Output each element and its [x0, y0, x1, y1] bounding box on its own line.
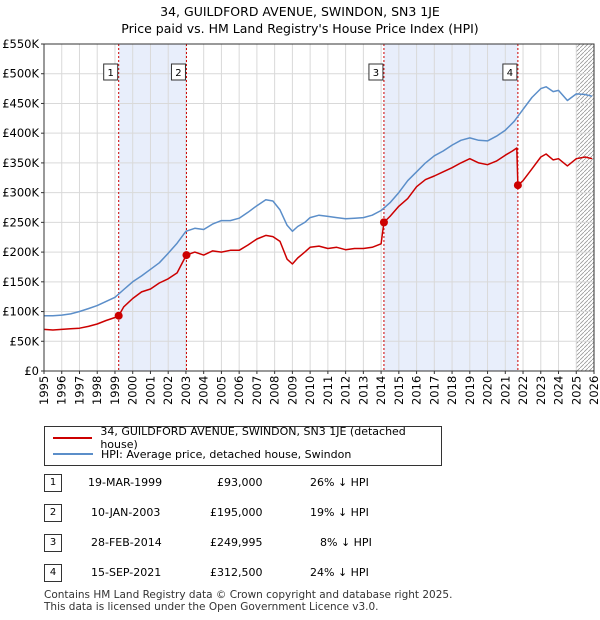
sale-point: [114, 311, 123, 320]
y-tick-label: £500K: [2, 67, 39, 81]
x-tick-label: 2015: [392, 376, 406, 405]
sale-hpi-diff: 19% ↓ HPI: [310, 506, 369, 519]
x-tick-label: 1996: [55, 376, 69, 405]
x-tick-label: 2025: [569, 376, 583, 405]
chart-title: 34, GUILDFORD AVENUE, SWINDON, SN3 1JE: [160, 4, 440, 19]
x-tick-label: 2011: [321, 376, 335, 405]
legend-swatch-property: [53, 437, 93, 439]
sale-number: 3: [44, 534, 62, 552]
x-tick-label: 2004: [197, 376, 211, 405]
sale-row: 1 19-MAR-1999 £93,000 26% ↓ HPI: [44, 474, 404, 492]
x-tick-label: 2008: [268, 376, 282, 405]
sale-marker-box: [170, 63, 186, 81]
sale-marker-label: 1: [108, 68, 114, 79]
y-tick-label: £50K: [10, 334, 40, 348]
sale-point: [379, 218, 388, 227]
x-tick-label: 2005: [214, 376, 228, 405]
sale-hpi-diff: 24% ↓ HPI: [310, 566, 369, 579]
x-tick-label: 2024: [552, 376, 566, 405]
x-tick-label: 2017: [427, 376, 441, 405]
footer-copyright: Contains HM Land Registry data © Crown c…: [44, 589, 453, 601]
y-tick-label: £550K: [2, 37, 39, 51]
y-tick-label: £350K: [2, 156, 39, 170]
y-tick-label: £250K: [2, 215, 39, 229]
x-tick-label: 2003: [179, 376, 193, 405]
x-tick-label: 2016: [410, 376, 424, 405]
x-tick-label: 2022: [516, 376, 530, 405]
shaded-period: [383, 44, 518, 371]
sale-number: 2: [44, 504, 62, 522]
footer: Contains HM Land Registry data © Crown c…: [44, 589, 452, 613]
sale-number: 1: [44, 474, 62, 492]
x-tick-label: 2010: [303, 376, 317, 405]
sale-marker-box: [103, 63, 119, 81]
x-tick-label: 1998: [90, 376, 104, 405]
x-tick-label: 2020: [481, 376, 495, 405]
sale-marker-box: [368, 63, 384, 81]
x-tick-label: 1997: [72, 376, 86, 405]
y-tick-label: £400K: [2, 126, 39, 140]
x-tick-label: 2021: [498, 376, 512, 405]
sale-number: 4: [44, 564, 62, 582]
y-tick-label: £150K: [2, 275, 39, 289]
y-tick-label: £0: [24, 364, 39, 378]
legend-swatch-hpi: [53, 453, 93, 455]
property-price-line: [43, 147, 593, 331]
x-tick-label: 2013: [356, 376, 370, 405]
x-tick-label: 2018: [445, 376, 459, 405]
sale-row: 4 15-SEP-2021 £312,500 24% ↓ HPI: [44, 564, 404, 582]
legend-item-hpi: HPI: Average price, detached house, Swin…: [53, 446, 351, 462]
sale-date: 10-JAN-2003: [91, 506, 161, 519]
x-tick-label: 2012: [339, 376, 353, 405]
hpi-line: [44, 86, 593, 317]
sale-marker-box: [502, 63, 518, 81]
x-tick-label: 1999: [108, 376, 122, 405]
x-tick-label: 2001: [143, 376, 157, 405]
price-chart: 1 2 3 4 £0 £50K £100K £150K £200K £250K £300K £350…: [2, 37, 600, 405]
legend-item-property: 34, GUILDFORD AVENUE, SWINDON, SN3 1JE (…: [53, 425, 441, 451]
x-tick-label: 2007: [250, 376, 264, 405]
sale-marker-label: 3: [373, 68, 379, 79]
y-tick-label: £450K: [2, 96, 39, 110]
x-tick-label: 2002: [161, 376, 175, 405]
shaded-period: [118, 44, 187, 371]
footer-licence: This data is licensed under the Open Gov…: [44, 601, 379, 613]
x-tick-label: 2000: [126, 376, 140, 405]
x-tick-label: 2009: [285, 376, 299, 405]
x-tick-label: 1995: [37, 376, 51, 405]
sale-date: 28-FEB-2014: [91, 536, 162, 549]
sale-date: 19-MAR-1999: [88, 476, 163, 489]
x-tick-label: 2006: [232, 376, 246, 405]
legend-label-hpi: HPI: Average price, detached house, Swin…: [101, 447, 352, 461]
sale-hpi-diff: 26% ↓ HPI: [310, 476, 369, 489]
legend-label-property: 34, GUILDFORD AVENUE, SWINDON, SN3 1JE (…: [100, 425, 406, 451]
sale-point: [182, 251, 191, 260]
y-tick-label: £300K: [2, 186, 39, 200]
y-tick-label: £200K: [2, 245, 39, 259]
plot-frame: [43, 43, 595, 372]
forecast-hatch: [576, 44, 594, 371]
sale-price: £312,500: [210, 566, 263, 579]
sale-marker-label: 2: [175, 68, 181, 79]
sale-price: £93,000: [217, 476, 263, 489]
sale-date: 15-SEP-2021: [91, 566, 162, 579]
x-tick-label: 2019: [463, 376, 477, 405]
sale-marker-label: 4: [507, 68, 513, 79]
sale-row: 2 10-JAN-2003 £195,000 19% ↓ HPI: [44, 504, 404, 522]
y-tick-label: £100K: [2, 305, 39, 319]
sale-price: £195,000: [210, 506, 263, 519]
x-tick-label: 2023: [534, 376, 548, 405]
sale-row: 3 28-FEB-2014 £249,995 8% ↓ HPI: [44, 534, 404, 552]
sale-hpi-diff: 8% ↓ HPI: [320, 536, 372, 549]
sale-point: [513, 181, 522, 190]
legend: 34, GUILDFORD AVENUE, SWINDON, SN3 1JE (…: [44, 425, 442, 466]
sale-price: £249,995: [210, 536, 263, 549]
x-tick-label: 2014: [374, 376, 388, 405]
chart-subtitle: Price paid vs. HM Land Registry's House …: [121, 21, 479, 36]
x-tick-label: 2026: [587, 376, 600, 405]
